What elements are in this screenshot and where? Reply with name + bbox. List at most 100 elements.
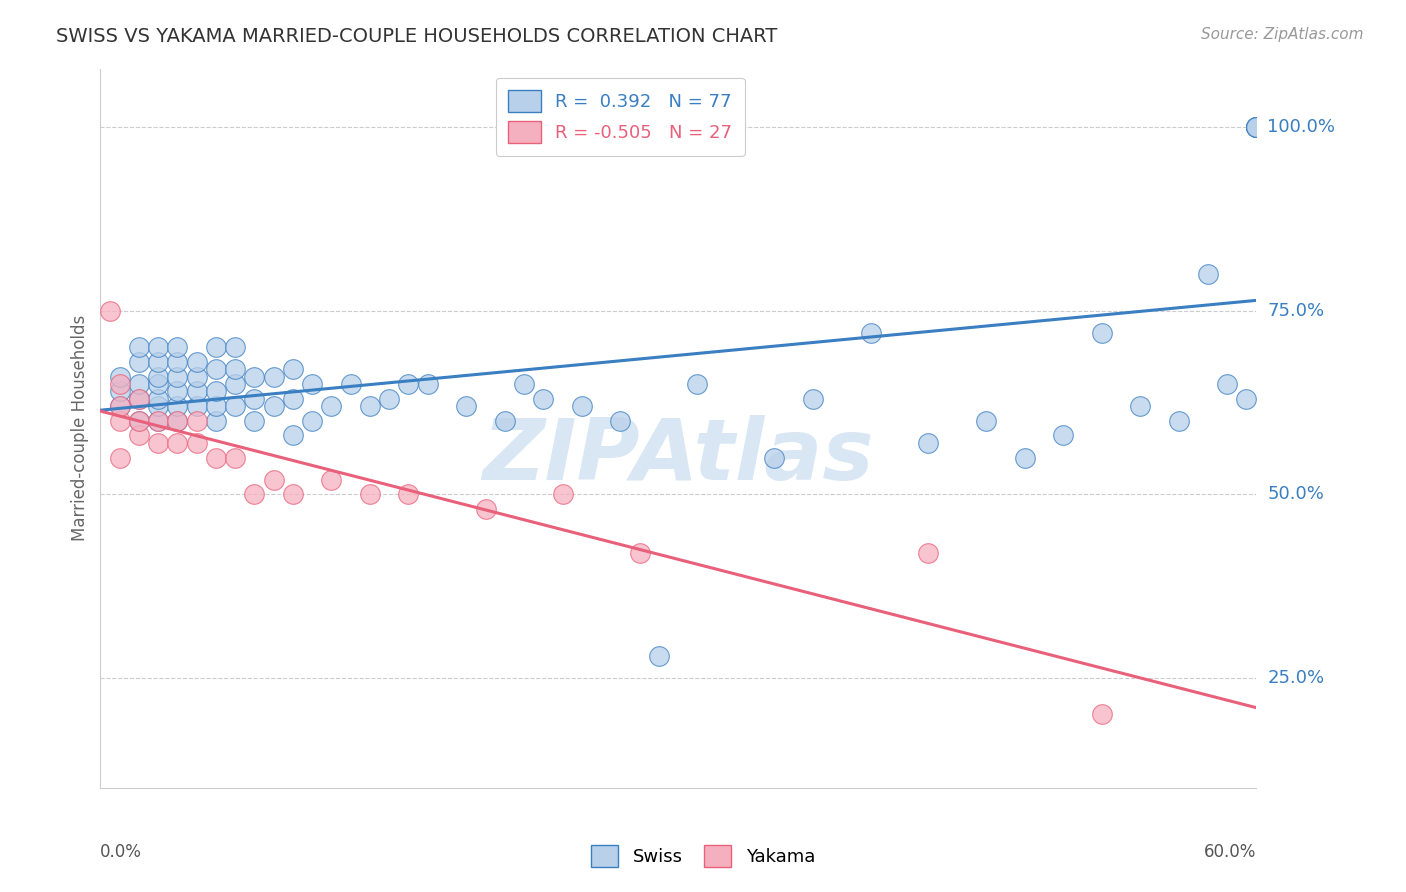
Point bbox=[224, 340, 246, 354]
Point bbox=[1091, 326, 1114, 340]
Point bbox=[166, 369, 188, 384]
Point bbox=[146, 392, 169, 406]
Point bbox=[1244, 120, 1267, 135]
Point bbox=[146, 369, 169, 384]
Text: 25.0%: 25.0% bbox=[1267, 669, 1324, 687]
Point bbox=[571, 399, 593, 413]
Point bbox=[166, 340, 188, 354]
Point bbox=[531, 392, 554, 406]
Point bbox=[146, 414, 169, 428]
Point bbox=[108, 450, 131, 465]
Point bbox=[98, 303, 121, 318]
Point bbox=[378, 392, 401, 406]
Point bbox=[205, 450, 228, 465]
Point bbox=[108, 399, 131, 413]
Text: ZIPAtlas: ZIPAtlas bbox=[482, 416, 875, 499]
Point bbox=[416, 377, 439, 392]
Text: 100.0%: 100.0% bbox=[1267, 119, 1336, 136]
Text: SWISS VS YAKAMA MARRIED-COUPLE HOUSEHOLDS CORRELATION CHART: SWISS VS YAKAMA MARRIED-COUPLE HOUSEHOLD… bbox=[56, 27, 778, 45]
Point bbox=[686, 377, 709, 392]
Point bbox=[128, 414, 150, 428]
Point bbox=[474, 502, 496, 516]
Point bbox=[146, 340, 169, 354]
Point bbox=[146, 399, 169, 413]
Point bbox=[1244, 120, 1267, 135]
Point bbox=[1234, 392, 1257, 406]
Point bbox=[243, 369, 266, 384]
Legend: Swiss, Yakama: Swiss, Yakama bbox=[583, 838, 823, 874]
Point bbox=[339, 377, 361, 392]
Point bbox=[166, 384, 188, 399]
Point bbox=[205, 399, 228, 413]
Point bbox=[108, 384, 131, 399]
Point bbox=[974, 414, 997, 428]
Point bbox=[128, 428, 150, 442]
Point bbox=[128, 392, 150, 406]
Y-axis label: Married-couple Households: Married-couple Households bbox=[72, 315, 89, 541]
Point bbox=[243, 487, 266, 501]
Point bbox=[917, 546, 939, 560]
Point bbox=[321, 399, 343, 413]
Point bbox=[513, 377, 536, 392]
Point bbox=[108, 369, 131, 384]
Point bbox=[859, 326, 882, 340]
Point bbox=[1216, 377, 1239, 392]
Point bbox=[146, 377, 169, 392]
Point bbox=[1244, 120, 1267, 135]
Point bbox=[1197, 267, 1219, 281]
Point bbox=[186, 414, 208, 428]
Point bbox=[281, 487, 304, 501]
Point bbox=[301, 414, 323, 428]
Point bbox=[166, 414, 188, 428]
Point bbox=[224, 399, 246, 413]
Point bbox=[628, 546, 651, 560]
Point bbox=[1052, 428, 1074, 442]
Point bbox=[609, 414, 631, 428]
Point bbox=[801, 392, 824, 406]
Point bbox=[243, 414, 266, 428]
Point bbox=[186, 384, 208, 399]
Point bbox=[186, 435, 208, 450]
Point bbox=[359, 399, 381, 413]
Point bbox=[108, 377, 131, 392]
Point bbox=[205, 362, 228, 376]
Point bbox=[186, 369, 208, 384]
Point bbox=[224, 362, 246, 376]
Point bbox=[146, 355, 169, 369]
Point bbox=[263, 399, 285, 413]
Text: 60.0%: 60.0% bbox=[1204, 843, 1256, 861]
Point bbox=[281, 362, 304, 376]
Point bbox=[224, 377, 246, 392]
Point bbox=[243, 392, 266, 406]
Point bbox=[551, 487, 574, 501]
Point bbox=[128, 340, 150, 354]
Point bbox=[128, 414, 150, 428]
Point bbox=[281, 392, 304, 406]
Point bbox=[494, 414, 516, 428]
Point bbox=[917, 435, 939, 450]
Point bbox=[128, 377, 150, 392]
Text: 75.0%: 75.0% bbox=[1267, 301, 1324, 319]
Point bbox=[1167, 414, 1189, 428]
Text: 50.0%: 50.0% bbox=[1267, 485, 1324, 503]
Point bbox=[1091, 707, 1114, 722]
Point bbox=[166, 399, 188, 413]
Point bbox=[166, 414, 188, 428]
Point bbox=[1244, 120, 1267, 135]
Point bbox=[146, 414, 169, 428]
Point bbox=[186, 399, 208, 413]
Point bbox=[359, 487, 381, 501]
Text: 0.0%: 0.0% bbox=[100, 843, 142, 861]
Point bbox=[128, 392, 150, 406]
Point bbox=[146, 435, 169, 450]
Point bbox=[1244, 120, 1267, 135]
Point bbox=[456, 399, 478, 413]
Point bbox=[128, 355, 150, 369]
Text: Source: ZipAtlas.com: Source: ZipAtlas.com bbox=[1201, 27, 1364, 42]
Point bbox=[648, 648, 671, 663]
Legend: R =  0.392   N = 77, R = -0.505   N = 27: R = 0.392 N = 77, R = -0.505 N = 27 bbox=[496, 78, 745, 156]
Point bbox=[166, 435, 188, 450]
Point bbox=[263, 369, 285, 384]
Point bbox=[763, 450, 786, 465]
Point bbox=[281, 428, 304, 442]
